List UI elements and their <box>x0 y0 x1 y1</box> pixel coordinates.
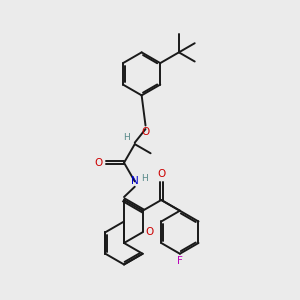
Text: O: O <box>94 158 102 168</box>
Text: O: O <box>145 227 153 237</box>
Text: N: N <box>131 176 139 186</box>
Text: H: H <box>123 133 130 142</box>
Text: O: O <box>141 127 150 137</box>
Text: O: O <box>157 169 165 179</box>
Text: F: F <box>177 256 183 266</box>
Text: H: H <box>141 174 148 183</box>
